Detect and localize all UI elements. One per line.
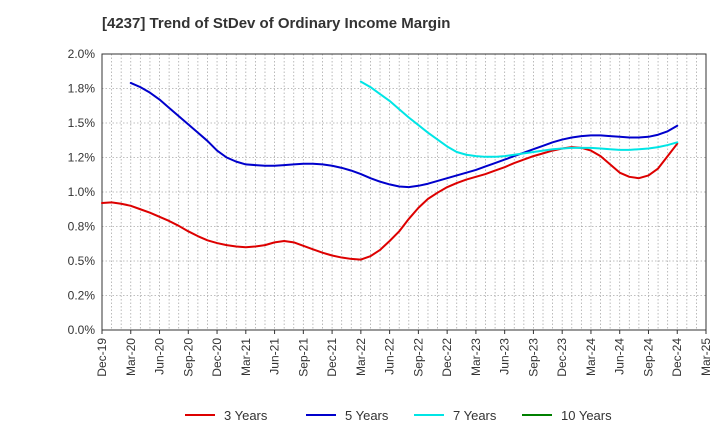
x-tick-label: Mar-21: [239, 338, 253, 376]
y-tick-label: 0.2%: [68, 289, 96, 303]
grid-layer: [102, 54, 706, 330]
y-tick-label: 1.0%: [68, 185, 96, 199]
x-tick-label: Sep-23: [526, 338, 540, 377]
x-tick-label: Dec-23: [555, 338, 569, 377]
x-tick-label: Mar-23: [469, 338, 483, 376]
x-tick-label: Dec-21: [325, 338, 339, 377]
plot-frame: [101, 53, 707, 331]
legend-label: 10 Years: [561, 408, 612, 423]
y-tick-label: 1.5%: [68, 116, 96, 130]
y-tick-label: 0.5%: [68, 254, 96, 268]
x-tick-label: Jun-20: [153, 338, 167, 375]
x-tick-label: Jun-22: [383, 338, 397, 375]
axis-layer: 0.0% 0.2% 0.5% 0.8% 1.0% 1.2% 1.5% 1.8% 2.0% Dec-…: [68, 47, 713, 377]
x-tick-label: Jun-23: [498, 338, 512, 375]
x-tick-label: Sep-22: [411, 338, 425, 377]
y-tick-label: 2.0%: [68, 47, 96, 61]
x-tick-label: Jun-24: [613, 338, 627, 375]
x-tick-label: Mar-24: [584, 338, 598, 376]
x-tick-label: Sep-21: [296, 338, 310, 377]
legend: 3 Years 5 Years 7 Years 10 Years: [185, 408, 612, 423]
x-tick-label: Dec-24: [670, 338, 684, 377]
x-tick-label: Dec-19: [95, 338, 109, 377]
x-tick-label: Mar-25: [699, 338, 713, 376]
legend-label: 7 Years: [453, 408, 497, 423]
x-tick-label: Dec-22: [440, 338, 454, 377]
series-layer: [101, 80, 679, 261]
series-line-7-years: [359, 80, 679, 158]
chart-title: [4237] Trend of StDev of Ordinary Income…: [102, 15, 451, 32]
x-tick-label: Mar-22: [354, 338, 368, 376]
y-tick-label: 0.0%: [68, 323, 96, 337]
x-tick-label: Dec-20: [210, 338, 224, 377]
x-tick-label: Mar-20: [124, 338, 138, 376]
y-tick-label: 0.8%: [68, 220, 96, 234]
x-tick-label: Sep-24: [641, 338, 655, 377]
legend-label: 3 Years: [224, 408, 268, 423]
x-tick-label: Sep-20: [181, 338, 195, 377]
series-line-5-years: [129, 81, 679, 189]
y-tick-label: 1.2%: [68, 151, 96, 165]
legend-label: 5 Years: [345, 408, 389, 423]
y-tick-label: 1.8%: [68, 82, 96, 96]
x-tick-label: Jun-21: [268, 338, 282, 375]
